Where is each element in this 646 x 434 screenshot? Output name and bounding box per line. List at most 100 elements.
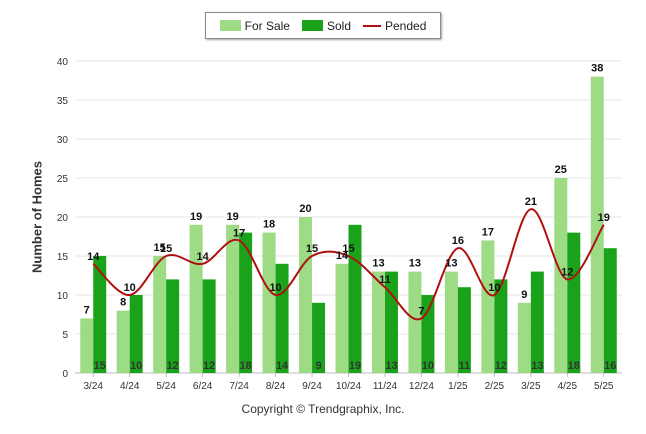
bar-sold <box>567 232 581 373</box>
data-label-for-sale: 19 <box>190 211 202 223</box>
bar-for-sale <box>116 310 130 373</box>
data-label-pended: 12 <box>561 266 573 278</box>
data-label-pended: 14 <box>197 251 210 263</box>
data-label-sold: 13 <box>531 360 543 372</box>
legend-label-for-sale: For Sale <box>244 18 290 33</box>
data-label-pended: 10 <box>124 282 136 294</box>
data-label-sold: 12 <box>167 360 179 372</box>
x-tick-label: 8/24 <box>266 381 286 392</box>
pended-line <box>92 208 605 321</box>
y-tick-label: 40 <box>57 57 69 68</box>
data-label-for-sale: 14 <box>336 250 349 262</box>
bar-for-sale <box>80 318 94 373</box>
data-label-sold: 12 <box>203 360 215 372</box>
bar-for-sale <box>189 224 203 373</box>
y-tick-label: 10 <box>57 291 69 302</box>
y-tick-label: 5 <box>62 330 68 341</box>
data-label-pended: 19 <box>598 212 610 224</box>
y-tick-label: 30 <box>57 135 69 146</box>
x-tick-label: 9/24 <box>302 381 322 392</box>
legend-label-sold: Sold <box>326 18 351 33</box>
y-tick-label: 15 <box>57 252 69 263</box>
data-label-pended: 10 <box>488 282 500 294</box>
x-tick-label: 2/25 <box>485 381 505 392</box>
data-label-sold: 18 <box>568 360 580 372</box>
data-label-for-sale: 13 <box>445 258 457 270</box>
data-label-sold: 15 <box>94 360 106 372</box>
legend-item-sold[interactable]: Sold <box>301 18 351 33</box>
x-tick-label: 11/24 <box>373 381 398 392</box>
data-label-for-sale: 38 <box>591 63 603 75</box>
data-label-for-sale: 17 <box>482 226 494 238</box>
data-label-for-sale: 18 <box>263 219 275 231</box>
bar-for-sale <box>153 256 167 373</box>
data-label-for-sale: 15 <box>154 242 166 254</box>
data-label-for-sale: 13 <box>372 258 384 270</box>
data-label-sold: 13 <box>385 360 397 372</box>
y-tick-label: 20 <box>57 213 69 224</box>
data-label-sold: 10 <box>422 360 434 372</box>
data-label-for-sale: 9 <box>521 289 527 301</box>
sold-swatch <box>301 20 323 31</box>
bar-for-sale <box>226 224 240 373</box>
data-label-for-sale: 19 <box>226 211 238 223</box>
data-label-sold: 19 <box>349 360 361 372</box>
data-label-pended: 17 <box>233 227 245 239</box>
bar-sold <box>530 271 544 373</box>
data-label-pended: 16 <box>452 235 464 247</box>
data-label-for-sale: 13 <box>409 258 421 270</box>
bar-for-sale <box>371 271 385 373</box>
data-label-pended: 15 <box>160 243 172 255</box>
y-tick-label: 25 <box>57 174 69 185</box>
bar-for-sale <box>408 271 422 373</box>
y-tick-label: 0 <box>62 369 68 380</box>
bar-sold <box>202 279 216 373</box>
x-tick-label: 7/24 <box>229 381 249 392</box>
x-tick-label: 1/25 <box>448 381 468 392</box>
copyright-credit: Copyright © Trendgraphix, Inc. <box>241 402 405 416</box>
x-tick-label: 5/25 <box>594 381 614 392</box>
legend-label-pended: Pended <box>385 18 427 33</box>
bar-for-sale <box>299 217 313 373</box>
bar-for-sale <box>481 240 495 373</box>
data-label-for-sale: 7 <box>84 304 90 316</box>
x-tick-label: 10/24 <box>336 381 361 392</box>
bar-sold <box>93 256 107 373</box>
data-label-for-sale: 20 <box>299 203 311 215</box>
bar-sold <box>312 302 326 373</box>
bar-sold <box>166 279 180 373</box>
data-label-for-sale: 25 <box>555 164 567 176</box>
bar-for-sale <box>335 263 349 373</box>
bar-sold <box>494 279 508 373</box>
data-label-pended: 14 <box>87 251 100 263</box>
pended-swatch <box>363 24 381 27</box>
bar-for-sale <box>517 302 531 373</box>
bar-sold <box>275 263 289 373</box>
data-label-pended: 10 <box>269 282 281 294</box>
x-tick-label: 4/25 <box>558 381 578 392</box>
bar-for-sale <box>262 232 276 373</box>
bar-sold <box>239 232 253 373</box>
data-label-sold: 11 <box>459 360 471 372</box>
bar-for-sale <box>554 178 568 373</box>
bar-sold <box>457 287 471 373</box>
bar-for-sale <box>444 271 458 373</box>
data-label-sold: 18 <box>239 360 251 372</box>
chart-legend: For Sale Sold Pended <box>205 12 441 39</box>
data-label-sold: 9 <box>315 360 321 372</box>
x-tick-label: 12/24 <box>409 381 434 392</box>
x-tick-label: 3/24 <box>83 381 103 392</box>
data-label-pended: 11 <box>379 274 391 286</box>
y-tick-label: 35 <box>57 96 69 107</box>
data-label-sold: 12 <box>495 360 507 372</box>
data-label-for-sale: 8 <box>120 297 126 309</box>
legend-item-pended[interactable]: Pended <box>363 19 426 33</box>
x-tick-label: 6/24 <box>193 381 213 392</box>
data-label-pended: 7 <box>418 305 424 317</box>
x-tick-label: 3/25 <box>521 381 541 392</box>
data-label-sold: 16 <box>604 360 616 372</box>
bar-sold <box>129 295 143 373</box>
legend-item-for-sale[interactable]: For Sale <box>219 18 290 33</box>
x-tick-label: 5/24 <box>156 381 176 392</box>
